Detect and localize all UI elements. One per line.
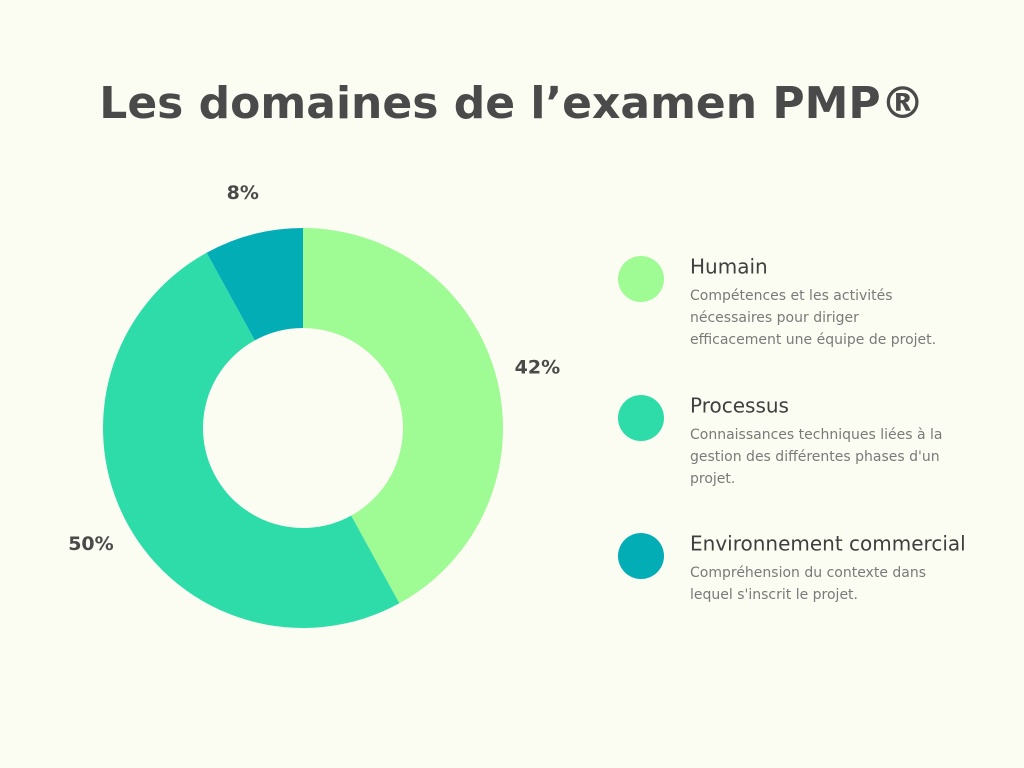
legend-label: Humain	[690, 255, 768, 279]
donut-slice	[303, 228, 504, 604]
legend-swatch	[618, 395, 664, 441]
value-label: 50%	[68, 533, 113, 555]
legend-description: lequel s'inscrit le projet.	[690, 587, 858, 603]
donut-slice	[102, 252, 400, 629]
legend-description: nécessaires pour diriger	[690, 310, 859, 326]
legend-description: projet.	[690, 471, 735, 487]
legend-label: Processus	[690, 394, 789, 418]
value-label: 8%	[227, 182, 259, 204]
legend-swatch	[618, 256, 664, 302]
legend-description: Compréhension du contexte dans	[690, 565, 926, 581]
legend-description: Connaissances techniques liées à la	[690, 427, 942, 443]
legend-description: Compétences et les activités	[690, 288, 893, 304]
value-label: 42%	[515, 356, 560, 378]
legend-description: efficacement une équipe de projet.	[690, 332, 936, 348]
legend-description: gestion des différentes phases d'un	[690, 449, 940, 465]
legend-label: Environnement commercial	[690, 532, 966, 556]
chart-title: Les domaines de l’examen PMP®	[99, 78, 924, 129]
legend-swatch	[618, 533, 664, 579]
donut-slice	[206, 228, 303, 341]
